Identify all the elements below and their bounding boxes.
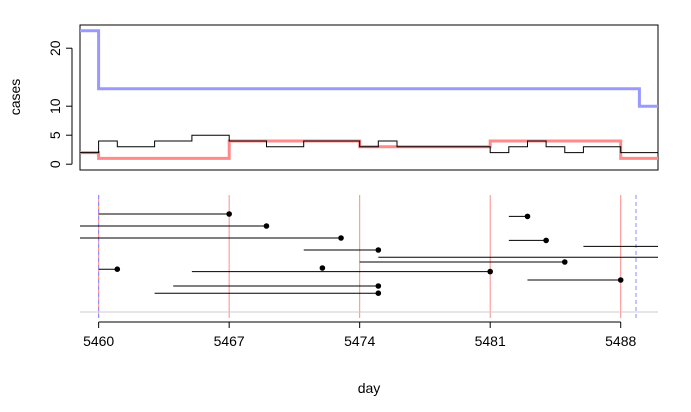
top-panel-frame [79,24,659,171]
segment-end-point-5 [561,259,568,265]
segment-end-point-12 [617,277,624,283]
bottom-x-axis: 5460 5467 5474 5481 5488 [83,321,636,349]
x-tick-label-5467: 5467 [214,333,245,349]
y-tick-label-20: 20 [47,40,63,56]
x-axis-title: day [358,380,381,396]
y-tick-label-5: 5 [47,131,63,139]
bottom-vlines-group [98,195,637,318]
segment-end-point-10 [487,268,493,275]
x-tick-label-5460: 5460 [83,333,114,349]
x-tick-label-5481: 5481 [475,333,506,349]
y-axis-title: cases [7,79,23,116]
segment-end-point-11 [543,237,549,244]
bottom-segments-group [80,211,658,297]
segment-end-point-1 [226,211,232,217]
series-line-3 [80,134,658,154]
segment-end-point-4 [375,247,382,253]
segment-end-point-15 [524,213,531,220]
series-line-1 [80,29,658,108]
segment-end-point-2 [263,223,270,229]
segment-end-point-13 [375,283,382,289]
segment-end-point-9 [319,265,326,271]
segment-end-point-3 [338,235,344,241]
segment-end-point-14 [375,290,382,297]
x-tick-label-5474: 5474 [344,333,375,349]
segment-end-point-8 [114,266,121,273]
series-line-2 [80,139,658,160]
top-y-axis: 0 5 10 20 [47,40,73,168]
y-tick-label-0: 0 [47,160,63,168]
x-tick-label-5488: 5488 [605,333,636,349]
y-tick-label-10: 10 [47,98,63,114]
top-series-group [80,29,658,160]
